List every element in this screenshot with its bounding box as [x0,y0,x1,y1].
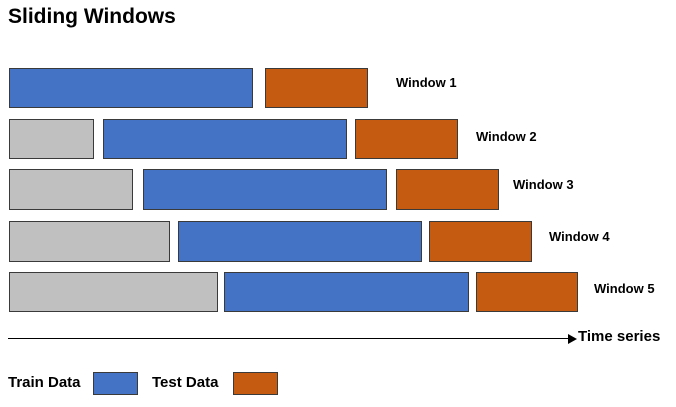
train-block [224,272,469,312]
excluded-block [9,119,94,159]
window-label: Window 4 [549,229,610,244]
train-block [9,68,253,108]
legend-test-label: Test Data [152,374,219,391]
window-label: Window 1 [396,75,457,90]
train-block [143,169,387,210]
test-block [265,68,368,108]
arrow-right-icon [568,334,577,344]
window-label: Window 5 [594,281,655,296]
excluded-block [9,169,133,210]
legend-test-swatch [233,372,278,395]
legend-train-label: Train Data [8,374,81,391]
time-axis-label: Time series [578,328,661,345]
test-block [429,221,532,262]
window-label: Window 3 [513,177,574,192]
excluded-block [9,221,170,262]
excluded-block [9,272,218,312]
test-block [476,272,578,312]
diagram-title: Sliding Windows [8,5,176,28]
train-block [178,221,422,262]
train-block [103,119,347,159]
time-axis-line [8,338,570,339]
test-block [355,119,458,159]
legend-train-swatch [93,372,138,395]
test-block [396,169,499,210]
window-label: Window 2 [476,129,537,144]
